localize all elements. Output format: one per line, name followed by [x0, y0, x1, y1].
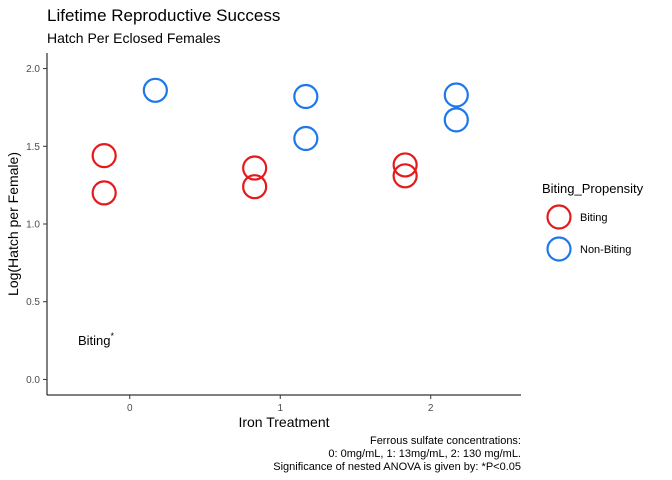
data-point-non-biting [293, 83, 319, 110]
x-axis-title: Iron Treatment [238, 414, 329, 430]
x-tick-label: 0 [127, 403, 133, 414]
caption-line-3: Significance of nested ANOVA is given by… [273, 461, 521, 473]
legend-key [546, 204, 572, 230]
data-point-biting [91, 180, 117, 206]
data-point-biting [242, 174, 268, 200]
significance-annotation: Biting* [78, 331, 115, 348]
annotation-text: Biting [78, 333, 111, 348]
data-point-biting [392, 163, 418, 189]
data-point-non-biting [293, 125, 319, 152]
data-point-non-biting [443, 107, 469, 133]
legend-title: Biting_Propensity [542, 181, 644, 196]
legend: Biting Non-Biting [546, 204, 631, 262]
annotation-superscript: * [111, 331, 115, 341]
chart-subtitle: Hatch Per Eclosed Females [47, 30, 221, 46]
data-point-biting [242, 155, 268, 181]
chart-title: Lifetime Reproductive Success [47, 6, 280, 25]
data-point-non-biting [443, 82, 469, 108]
x-tick-label: 1 [277, 403, 283, 414]
y-tick-label: 0.5 [26, 297, 40, 308]
y-axis-title: Log(Hatch per Female) [5, 152, 21, 296]
data-point-biting [392, 152, 418, 178]
caption-line-1: Ferrous sulfate concentrations: [370, 435, 521, 447]
y-axis-ticks: 0.0 0.5 1.0 1.5 2.0 [26, 64, 47, 386]
x-tick-label: 2 [428, 403, 434, 414]
y-tick-label: 2.0 [26, 64, 40, 75]
caption: Ferrous sulfate concentrations: 0: 0mg/m… [273, 435, 521, 473]
legend-label: Non-Biting [580, 244, 631, 256]
x-axis-ticks: 0 1 2 [127, 395, 434, 414]
y-tick-label: 1.5 [26, 142, 40, 153]
caption-line-2: 0: 0mg/mL, 1: 13mg/mL, 2: 130 mg/mL. [328, 448, 521, 460]
legend-key [546, 236, 572, 262]
y-tick-label: 0.0 [26, 375, 40, 386]
legend-label: Biting [580, 212, 608, 224]
data-point-biting [91, 143, 117, 169]
data-point-non-biting [142, 77, 168, 103]
plot-area [91, 77, 469, 206]
y-tick-label: 1.0 [26, 220, 40, 231]
